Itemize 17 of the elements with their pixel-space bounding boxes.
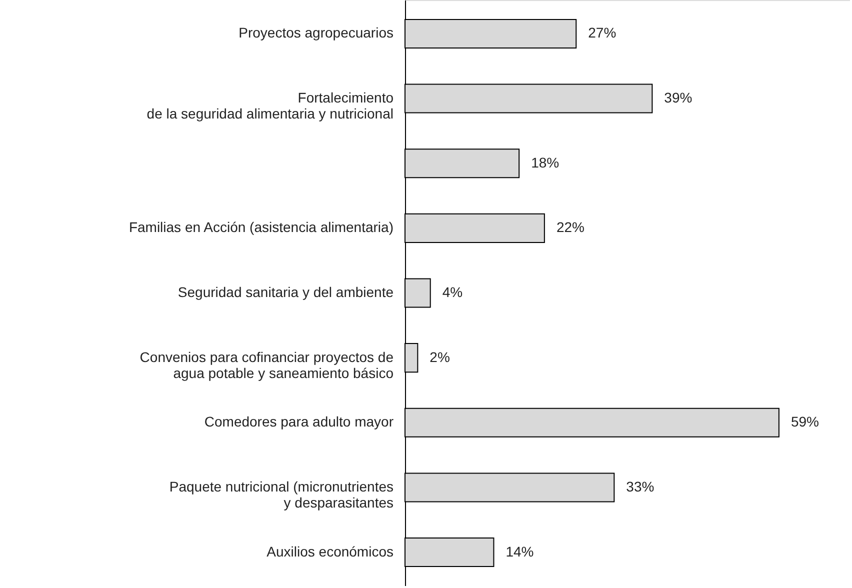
- y-tick-label: Comedores para adulto mayor: [204, 414, 394, 430]
- y-tick-label: Familias en Acción (asistencia alimentaria): [128, 219, 394, 236]
- data-label: 27%: [588, 24, 616, 41]
- data-label: 22%: [556, 219, 584, 236]
- data-label: 33%: [626, 478, 654, 494]
- y-tick-label: Seguridad sanitaria y del ambiente: [178, 284, 394, 300]
- data-label: 18%: [531, 154, 560, 170]
- data-label: 4%: [442, 284, 463, 300]
- y-tick-label: Convenios para cofinanciar proyectos de agua potable y saneamiento básico: [140, 348, 394, 381]
- y-tick-label: Fortalecimiento de la seguridad alimentaria y nutricional: [146, 90, 394, 122]
- y-tick-label: Paquete nutricional (micronutrientes y desparasitantes: [169, 478, 394, 510]
- y-tick-label: Proyectos agropecuarios: [238, 24, 394, 41]
- data-label: 14%: [506, 543, 534, 560]
- data-label: 39%: [664, 90, 692, 106]
- data-label: 2%: [430, 348, 450, 365]
- y-tick-label: Auxilios económicos: [266, 543, 394, 560]
- data-label: 59%: [790, 414, 819, 430]
